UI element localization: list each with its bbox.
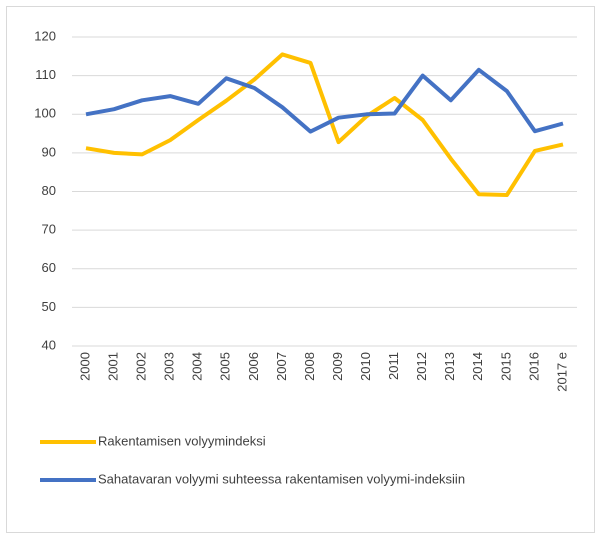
x-tick-label: 2011 [386, 352, 401, 380]
x-tick-label: 2002 [134, 352, 149, 381]
x-tick-label: 2014 [470, 352, 485, 381]
chart-border [6, 6, 595, 533]
x-tick-label: 2000 [77, 352, 92, 381]
x-tick-label: 2004 [190, 352, 205, 381]
series-line [85, 52, 564, 197]
y-tick-label: 80 [42, 183, 56, 198]
y-tick-label: 110 [35, 67, 56, 82]
legend-label: Rakentamisen volyymindeksi [98, 433, 266, 448]
x-tick-label: 2007 [274, 352, 289, 381]
y-tick-label: 70 [42, 222, 56, 237]
legend-label: Sahatavaran volyymi suhteessa rakentamis… [98, 471, 465, 486]
x-tick-label: 2009 [330, 352, 345, 381]
x-tick-label: 2016 [526, 352, 541, 381]
x-tick-label: 2013 [442, 352, 457, 381]
x-tick-label: 2001 [106, 352, 121, 381]
x-tick-label: 2005 [218, 352, 233, 381]
x-tick-label: 2010 [358, 352, 373, 381]
y-tick-label: 60 [42, 260, 56, 275]
y-tick-label: 120 [34, 28, 56, 43]
x-tick-label: 2008 [302, 352, 317, 381]
x-tick-label: 2015 [498, 352, 513, 381]
series-line [85, 67, 564, 134]
x-tick-label: 2003 [162, 352, 177, 381]
y-tick-label: 100 [34, 106, 56, 121]
x-tick-label: 2012 [414, 352, 429, 381]
y-tick-label: 90 [42, 144, 56, 159]
y-tick-label: 40 [42, 337, 56, 352]
x-tick-label: 2017 e [554, 352, 569, 392]
y-tick-label: 50 [42, 299, 56, 314]
x-tick-label: 2006 [246, 352, 261, 381]
